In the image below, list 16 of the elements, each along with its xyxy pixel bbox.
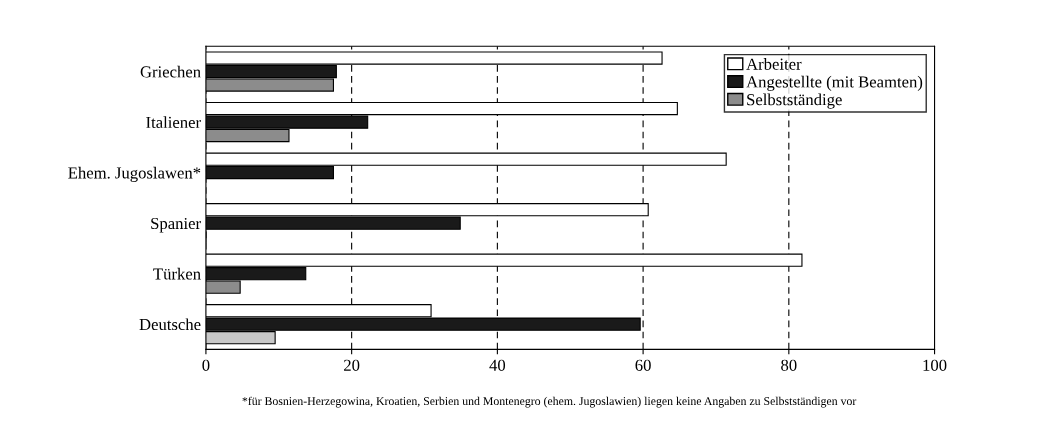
y-tick-label: Griechen: [140, 65, 201, 78]
y-tick-label: Deutsche: [139, 318, 201, 331]
text: *für Bosnien-Herzegowina, Kroatien, Serbien und Montenegro (ehem. Jugoslawien) liegen keine Angaben zu Selbstständigen vor: [242, 396, 857, 408]
y-tick-label: Türken: [153, 267, 201, 280]
x-tick-label: 60: [635, 359, 651, 371]
y-tick-label: Spanier: [151, 217, 201, 233]
legend-label: Angestellte (mit Beamten): [746, 75, 923, 91]
x-tick-label: 40: [489, 359, 506, 371]
legend-label: Arbeiter: [746, 58, 802, 70]
y-tick-label: Italiener: [146, 116, 201, 129]
y-tick-label: Ehem. Jugoslawen*: [68, 166, 201, 182]
x-tick-label: 20: [344, 359, 360, 371]
x-tick-label: 0: [202, 359, 210, 371]
x-tick-label: 100: [923, 359, 947, 371]
x-tick-label: 80: [781, 359, 797, 371]
legend-label: Selbstständige: [747, 93, 842, 109]
